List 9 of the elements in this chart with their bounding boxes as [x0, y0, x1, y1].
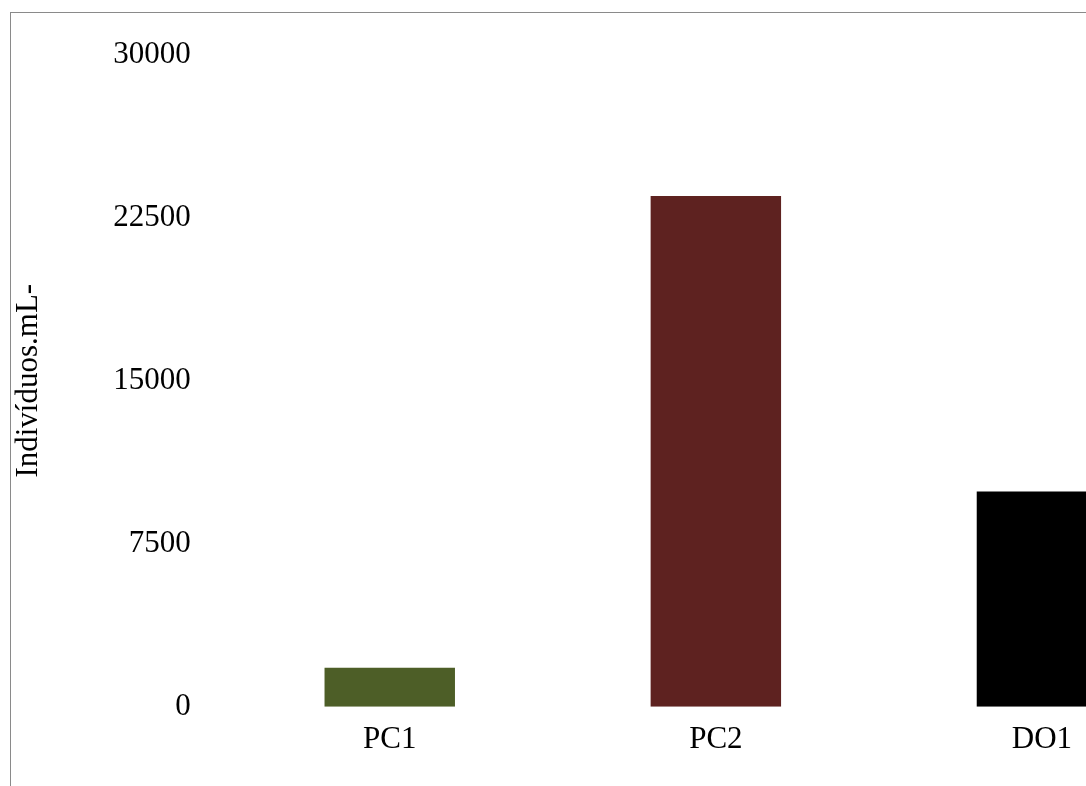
y-axis-title: Indivíduos.mL-: [8, 283, 44, 478]
y-tick-label: 0: [175, 686, 191, 722]
y-tick-label: 7500: [128, 523, 191, 559]
y-tick-label: 30000: [113, 34, 191, 70]
x-tick-label: PC2: [689, 719, 743, 755]
x-tick-label: PC1: [363, 719, 417, 755]
y-tick-label: 22500: [113, 197, 191, 233]
x-tick-label: DO1: [1011, 719, 1073, 755]
y-tick-label: 15000: [113, 360, 191, 396]
